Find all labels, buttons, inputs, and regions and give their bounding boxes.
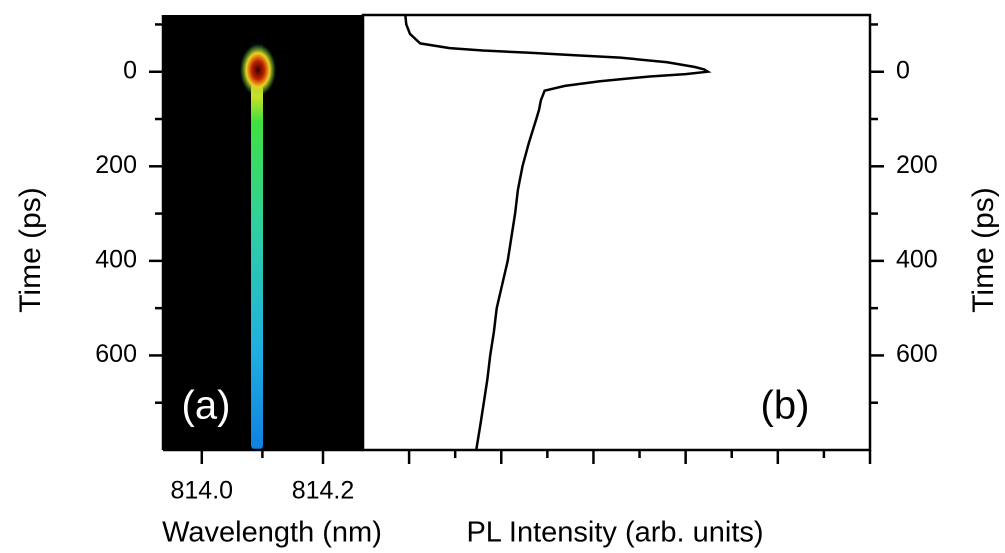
y-tick-label: 0 — [896, 56, 910, 84]
panel-label: (b) — [761, 384, 810, 428]
y-tick-label: 600 — [896, 340, 938, 368]
y-axis-title: Time (ps) — [14, 187, 47, 313]
y-tick-label: 0 — [123, 56, 137, 84]
x-axis-title: Wavelength (nm) — [162, 517, 382, 549]
axes: 814.0 814.2 0 200 400 600 Time (ps) (a) Waveleng… — [14, 13, 1000, 549]
image-stripe — [251, 40, 263, 450]
y-tick-label: 400 — [896, 245, 938, 273]
x-axis-title: PL Intensity (arb. units) — [466, 517, 763, 549]
image-hotspot — [240, 44, 276, 96]
x-tick-label: 814.0 — [171, 477, 234, 505]
frame — [361, 13, 872, 452]
pl-curve — [404, 15, 712, 450]
y2-axis-title: Time (ps) — [967, 187, 1000, 313]
y-tick-label: 400 — [95, 245, 137, 273]
panel-label: (a) — [182, 384, 231, 428]
y-tick-label: 200 — [95, 151, 137, 179]
y-tick-label: 600 — [95, 340, 137, 368]
x-tick-label: 814.2 — [292, 477, 355, 505]
y-tick-label: 200 — [896, 151, 938, 179]
